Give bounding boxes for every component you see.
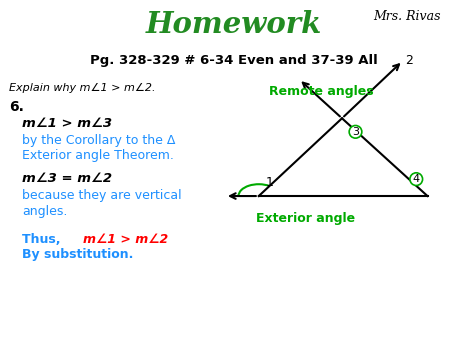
Text: Pg. 328-329 # 6-34 Even and 37-39 All: Pg. 328-329 # 6-34 Even and 37-39 All: [90, 54, 378, 67]
Text: because they are vertical: because they are vertical: [22, 189, 182, 202]
Text: 2: 2: [405, 54, 414, 67]
Text: Mrs. Rivas: Mrs. Rivas: [374, 10, 441, 23]
Text: m∠3 = m∠2: m∠3 = m∠2: [22, 172, 112, 185]
Text: 4: 4: [413, 174, 420, 184]
Text: Remote angles: Remote angles: [270, 85, 374, 98]
Text: m∠1 > m∠3: m∠1 > m∠3: [22, 117, 112, 129]
Text: Exterior angle: Exterior angle: [256, 212, 356, 224]
Text: 6.: 6.: [9, 100, 24, 114]
Text: Homework: Homework: [146, 10, 322, 39]
Text: Thus,: Thus,: [22, 233, 65, 246]
Text: 3: 3: [352, 127, 359, 137]
Text: angles.: angles.: [22, 205, 68, 218]
Text: By substitution.: By substitution.: [22, 248, 134, 261]
Text: Explain why m∠1 > m∠2.: Explain why m∠1 > m∠2.: [9, 83, 156, 93]
Text: 1: 1: [266, 176, 274, 189]
Text: by the Corollary to the Δ: by the Corollary to the Δ: [22, 134, 176, 146]
Text: Exterior angle Theorem.: Exterior angle Theorem.: [22, 149, 175, 162]
Text: m∠1 > m∠2: m∠1 > m∠2: [83, 233, 168, 246]
